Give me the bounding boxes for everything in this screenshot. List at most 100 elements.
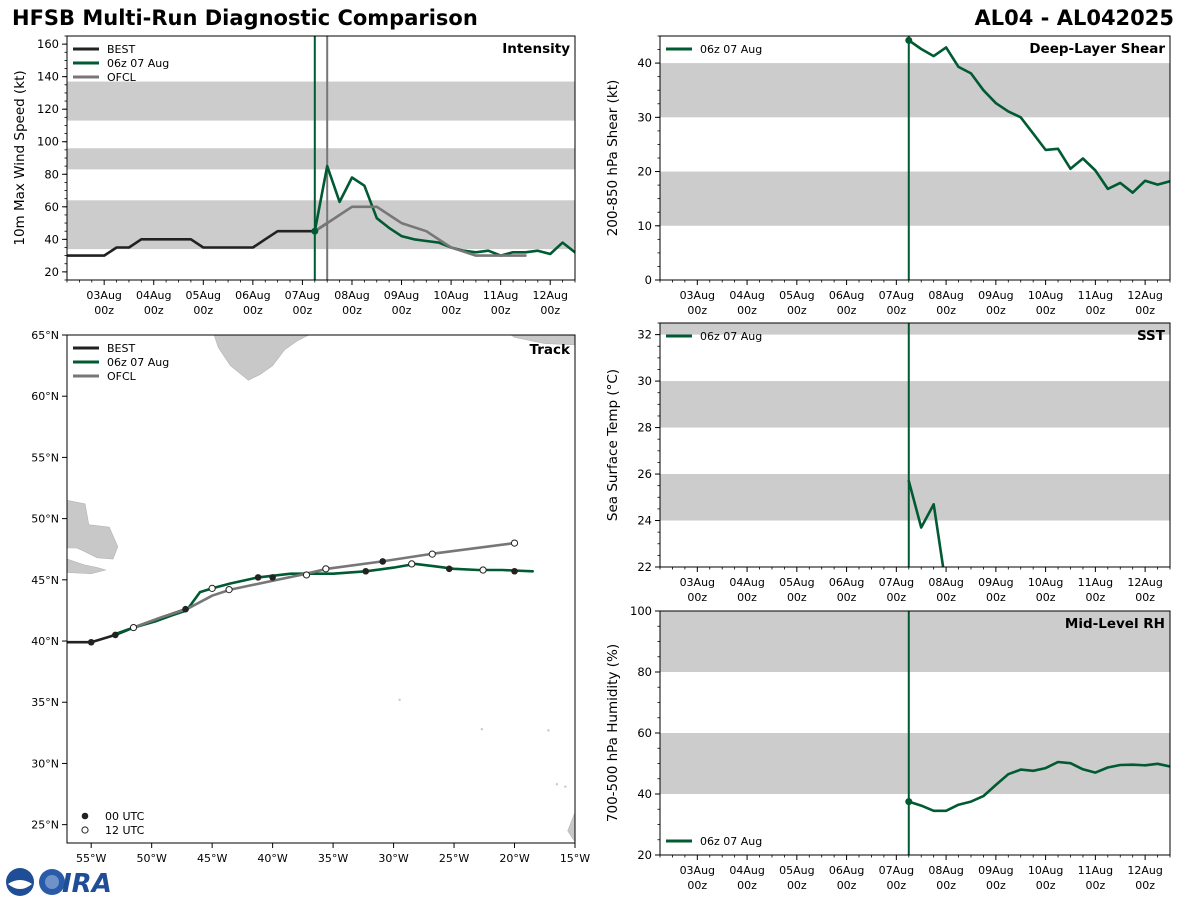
track-point-12utc <box>302 571 311 579</box>
track-point-12utc <box>479 566 487 574</box>
x-tick-label-hour: 00z <box>986 304 1006 317</box>
x-tick-label-hour: 00z <box>986 879 1006 892</box>
y-tick-label: 45°N <box>31 574 59 587</box>
y-tick-label: 26 <box>637 467 652 481</box>
y-axis-label: 200-850 hPa Shear (kt) <box>605 80 621 237</box>
x-tick-label-date: 07Aug <box>879 864 914 877</box>
cira-logo-icon: IRA <box>6 868 112 898</box>
panel-title: SST <box>1137 328 1166 344</box>
x-tick-label-date: 07Aug <box>285 289 320 302</box>
x-tick-label-hour: 00z <box>1036 304 1056 317</box>
x-tick-label-date: 10Aug <box>1028 576 1063 589</box>
land-mass <box>213 335 310 381</box>
x-tick-label-hour: 00z <box>837 304 857 317</box>
track-point-12utc <box>408 560 416 568</box>
y-tick-label: 30 <box>637 110 652 124</box>
track-point-12utc <box>428 550 436 558</box>
panel-title: Deep-Layer Shear <box>1029 41 1165 57</box>
x-tick-label-date: 12Aug <box>1127 289 1162 302</box>
init-marker-run <box>905 36 913 44</box>
threshold-band <box>660 63 1170 118</box>
x-tick-label: 30°W <box>378 852 408 865</box>
y-axis-label: 700-500 hPa Humidity (%) <box>605 644 621 822</box>
y-tick-label: 60 <box>637 726 652 740</box>
panel-intensity: 20 40 60 80 100 120 140 160 03Aug 00z 04Aug 00z 05Au… <box>12 35 576 317</box>
x-tick-label-date: 10Aug <box>1028 864 1063 877</box>
x-tick-label: 15°W <box>560 852 590 865</box>
x-tick-label-date: 04Aug <box>729 289 764 302</box>
y-tick-label: 24 <box>637 514 652 528</box>
island <box>480 727 484 731</box>
panel-title: Track <box>530 342 571 358</box>
x-tick-label-date: 11Aug <box>483 289 518 302</box>
panel-sst: 22 24 26 28 30 32 03Aug 00z 04Aug 00z 05Aug 00z 06Au… <box>605 322 1171 604</box>
x-tick-label-hour: 00z <box>1085 591 1105 604</box>
threshold-band <box>660 611 1170 672</box>
legend-label-best: BEST <box>107 342 135 355</box>
x-tick-label-hour: 00z <box>936 879 956 892</box>
x-tick-label-date: 03Aug <box>680 576 715 589</box>
x-tick-label-hour: 00z <box>837 879 857 892</box>
y-tick-label: 20 <box>637 165 652 179</box>
track-line-ofcl <box>132 541 516 629</box>
track-point-12utc <box>322 565 330 573</box>
x-tick-label-date: 12Aug <box>1127 576 1162 589</box>
track-point-00utc <box>269 574 276 581</box>
track-point-00utc <box>112 631 119 639</box>
y-tick-label: 50°N <box>31 513 59 526</box>
legend-marker-12utc <box>81 826 89 834</box>
x-tick-label: 55°W <box>76 852 106 865</box>
legend-label-run: 06z 07 Aug <box>107 57 169 70</box>
x-tick-label-hour: 00z <box>293 304 313 317</box>
y-tick-label: 65°N <box>31 329 59 342</box>
series-line-best <box>67 221 329 257</box>
track-point-00utc <box>379 558 386 565</box>
x-tick-label-date: 04Aug <box>136 289 171 302</box>
threshold-band <box>660 323 1170 335</box>
track-point-00utc <box>87 638 95 646</box>
init-marker-run <box>311 227 319 235</box>
x-tick-label-hour: 00z <box>491 304 511 317</box>
track-point-12utc <box>510 539 519 547</box>
legend-label-run: 06z 07 Aug <box>700 330 762 343</box>
x-tick-label-date: 07Aug <box>879 576 914 589</box>
x-tick-label-date: 08Aug <box>928 864 963 877</box>
y-axis-label: 10m Max Wind Speed (kt) <box>12 70 28 245</box>
y-tick-label: 28 <box>637 421 652 435</box>
y-tick-label: 35°N <box>31 696 59 709</box>
y-tick-label: 20 <box>637 848 652 862</box>
x-tick-label-hour: 00z <box>193 304 213 317</box>
x-tick-label-date: 09Aug <box>978 864 1013 877</box>
track-point-00utc <box>362 567 370 575</box>
y-tick-label: 100 <box>37 135 59 149</box>
plot-area-shear <box>660 36 1170 280</box>
plot-area-rh <box>660 611 1170 855</box>
track-point-00utc <box>254 574 262 581</box>
track-point-00utc <box>182 605 189 613</box>
svg-text:IRA: IRA <box>62 869 112 898</box>
x-tick-label-hour: 00z <box>737 304 757 317</box>
land-mass <box>67 558 107 575</box>
x-tick-label-date: 07Aug <box>879 289 914 302</box>
y-tick-label: 30°N <box>31 757 59 770</box>
y-tick-label: 0 <box>645 273 652 287</box>
x-tick-label-date: 06Aug <box>829 576 864 589</box>
x-tick-label-hour: 00z <box>687 879 707 892</box>
threshold-band <box>67 148 575 170</box>
page-title: HFSB Multi-Run Diagnostic Comparison <box>12 6 478 30</box>
x-tick-label-hour: 00z <box>243 304 263 317</box>
legend-label-run: 06z 07 Aug <box>700 835 762 848</box>
threshold-band <box>660 474 1170 521</box>
threshold-band <box>67 200 575 250</box>
island <box>398 698 401 701</box>
x-tick-label-hour: 00z <box>540 304 560 317</box>
x-tick-label: 40°W <box>257 852 287 865</box>
x-tick-label-date: 11Aug <box>1078 864 1113 877</box>
series-line-run <box>907 760 1170 813</box>
x-tick-label-hour: 00z <box>886 304 906 317</box>
x-tick-label: 20°W <box>499 852 529 865</box>
threshold-band <box>67 81 575 121</box>
x-tick-label-date: 06Aug <box>235 289 270 302</box>
plot-area-intensity <box>67 36 575 280</box>
x-tick-label-hour: 00z <box>936 591 956 604</box>
